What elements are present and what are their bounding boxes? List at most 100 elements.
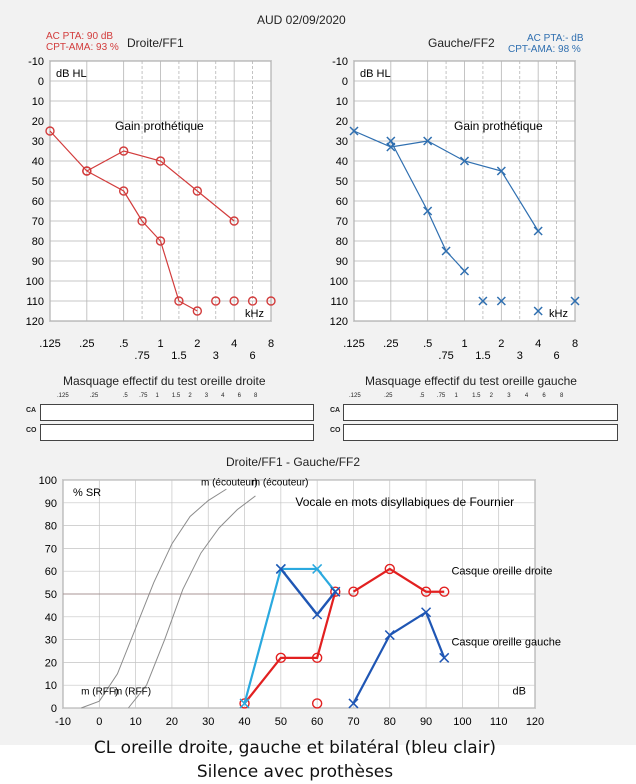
- masking-freq-label: 2: [188, 393, 192, 399]
- data-point: [533, 226, 543, 236]
- x-tick-label: 8: [572, 338, 578, 350]
- y-tick-label: 120: [330, 316, 348, 328]
- y-tick-label: 80: [45, 521, 57, 533]
- x-tick-label: .25: [383, 338, 398, 350]
- data-point: [192, 186, 203, 196]
- data-point: [423, 136, 433, 146]
- y-tick-label: -10: [28, 56, 44, 68]
- masking-right-title: Masquage effectif du test oreille droite: [63, 374, 266, 388]
- masking-freq-label: 6: [542, 393, 546, 399]
- speech-data-point: [311, 698, 323, 709]
- x-tick-label: 8: [268, 338, 274, 350]
- left-pta-stat: AC PTA:- dB: [527, 33, 584, 44]
- y-tick-label: 100: [330, 276, 348, 288]
- data-point: [459, 266, 470, 276]
- x-tick-label: -10: [55, 716, 71, 728]
- masking-freq-label: .25: [384, 393, 393, 399]
- y-tick-label: 70: [336, 216, 348, 228]
- x-tick-label: .5: [119, 338, 128, 350]
- masking-freq-label: 3: [204, 393, 209, 399]
- masking-right-co-row: [40, 424, 314, 441]
- y-tick-label: 10: [45, 680, 57, 692]
- legend-right-ear: Casque oreille droite: [451, 566, 552, 578]
- reference-curve-label: m (écouteur): [252, 478, 309, 489]
- y-tick-label: 20: [32, 116, 44, 128]
- speech-data-point: [421, 607, 432, 618]
- y-tick-label: 30: [45, 635, 57, 647]
- x-tick-label: .25: [79, 338, 94, 350]
- x-unit-label: kHz: [245, 308, 264, 320]
- left-audiogram-title: Gauche/FF2: [428, 36, 495, 50]
- x-tick-label: .75: [134, 350, 149, 360]
- masking-freq-label: 8: [560, 393, 564, 399]
- speech-series-line: [243, 567, 337, 704]
- y-tick-label: 110: [26, 296, 44, 308]
- right-audiogram-title: Droite/FF1: [127, 36, 184, 50]
- speech-series-line: [352, 567, 445, 593]
- masking-left-co-row: [343, 424, 618, 441]
- series-line: [353, 130, 539, 232]
- left-cpt-stat: CPT-AMA: 98 %: [508, 44, 581, 55]
- y-tick-label: 60: [336, 196, 348, 208]
- x-tick-label: 4: [535, 338, 541, 350]
- x-tick-label: 2: [194, 338, 200, 350]
- x-tick-label: 80: [384, 716, 396, 728]
- y-axis-label: % SR: [73, 487, 101, 499]
- data-point: [441, 246, 451, 256]
- x-unit-label: kHz: [549, 308, 568, 320]
- masking-freq-label: 1: [454, 393, 458, 399]
- x-tick-label: .125: [39, 338, 60, 350]
- data-point: [349, 126, 359, 136]
- data-point: [229, 296, 239, 306]
- data-point: [496, 296, 506, 306]
- y-tick-label: 10: [336, 96, 348, 108]
- masking-freq-label: 8: [254, 393, 258, 399]
- y-tick-label: 100: [39, 475, 57, 487]
- masking-freq-label: .75: [436, 393, 446, 399]
- data-point: [155, 236, 166, 246]
- left-ear-audiogram: -10 0 10 20 30 40 50 60 70 80 90 100 110 120 .125 .25 .5…: [330, 56, 580, 360]
- data-point: [155, 156, 166, 166]
- speech-data-point: [439, 586, 450, 597]
- x-tick-label: 100: [453, 716, 471, 728]
- caption-line-1: CL oreille droite, gauche et bilatéral (…: [93, 738, 497, 758]
- data-point: [211, 296, 221, 306]
- masking-right-co-label: CO: [26, 427, 37, 434]
- annotation-label: Gain prothétique: [115, 119, 204, 133]
- x-tick-label: 50: [275, 716, 287, 728]
- masking-freq-label: .75: [139, 393, 148, 399]
- masking-freq-label: .125: [57, 393, 69, 399]
- data-point: [192, 306, 203, 316]
- right-pta-stat: AC PTA: 90 dB: [46, 31, 114, 42]
- data-point: [118, 146, 129, 156]
- x-tick-label: 20: [166, 716, 178, 728]
- x-tick-label: 1.5: [171, 350, 186, 360]
- speech-data-point: [239, 698, 250, 709]
- masking-left-ca-label: CA: [330, 407, 341, 414]
- masking-freq-label: 4: [524, 393, 529, 399]
- speech-data-point: [420, 586, 432, 597]
- x-tick-label: 30: [202, 716, 214, 728]
- series-line: [390, 140, 465, 272]
- data-point: [247, 296, 258, 306]
- x-tick-label: 1: [157, 338, 163, 350]
- x-tick-label: 110: [490, 716, 508, 728]
- y-tick-label: 20: [45, 657, 57, 669]
- y-tick-label: 80: [32, 236, 44, 248]
- masking-freq-label: 1: [155, 393, 159, 399]
- y-tick-label: 40: [32, 156, 44, 168]
- annotation-label: Gain prothétique: [454, 119, 543, 133]
- y-tick-label: -10: [332, 56, 348, 68]
- legend-left-ear: Casque oreille gauche: [451, 636, 560, 648]
- y-tick-label: 50: [336, 176, 348, 188]
- speech-series-line: [243, 591, 337, 705]
- speech-data-point: [348, 586, 359, 597]
- speech-data-point: [439, 652, 450, 663]
- x-axis-label: dB: [512, 685, 525, 697]
- right-ear-audiogram: -10 0 10 20 30 40 50 60 70 80 90 100 110 120 .125 .25 .5…: [26, 56, 276, 360]
- speech-data-point: [239, 698, 250, 709]
- reference-curve: [127, 495, 256, 709]
- x-tick-label: .5: [423, 338, 432, 350]
- caption-line-2: Silence avec prothèses: [196, 762, 394, 782]
- masking-left-ca-row: [343, 404, 618, 421]
